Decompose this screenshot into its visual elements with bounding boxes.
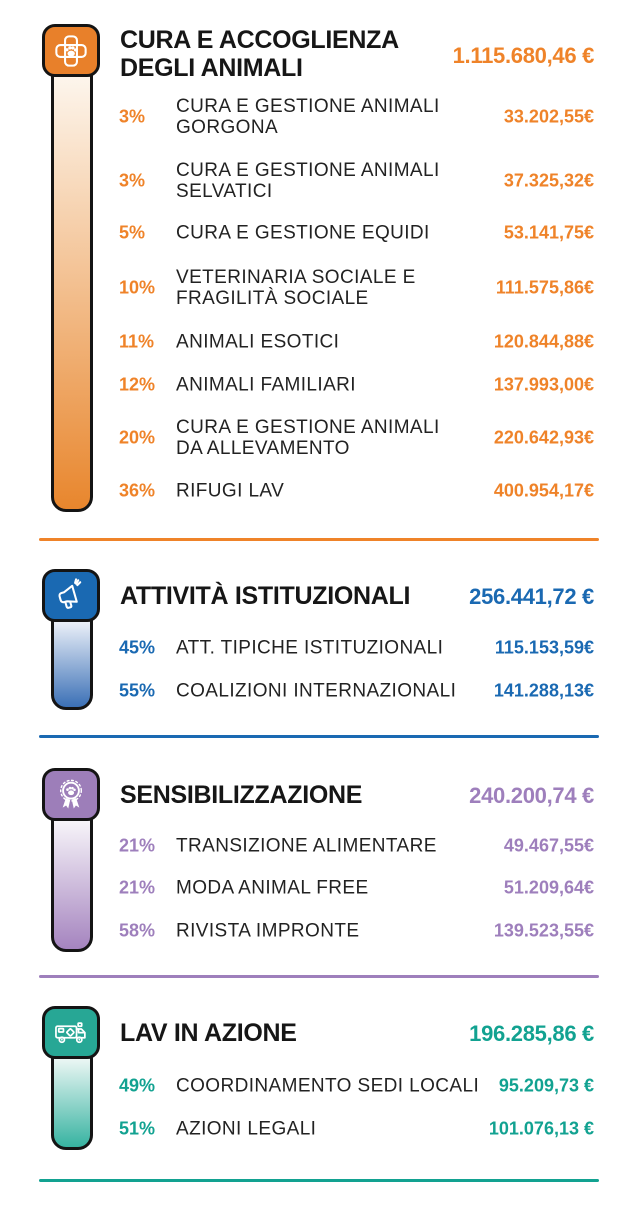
row-label: CURA E GESTIONE ANIMALI GORGONA	[176, 96, 440, 138]
allocation-row: 20% CURA E GESTIONE ANIMALI DA ALLEVAMEN…	[0, 416, 638, 460]
allocation-row: 51% AZIONI LEGALI 101.076,13 €	[0, 1118, 638, 1140]
row-percent: 36%	[119, 480, 156, 501]
section-divider	[39, 1179, 599, 1182]
row-amount: 49.467,55€	[503, 835, 594, 856]
section-divider	[39, 975, 599, 978]
row-percent: 21%	[119, 835, 156, 856]
row-amount: 37.325,32€	[503, 170, 594, 191]
allocation-row: 5% CURA E GESTIONE EQUIDI 53.141,75€	[0, 222, 638, 244]
row-label: RIVISTA IMPRONTE	[176, 920, 360, 942]
allocation-row: 45% ATT. TIPICHE ISTITUZIONALI 115.153,5…	[0, 637, 638, 659]
allocation-row: 21% TRANSIZIONE ALIMENTARE 49.467,55€	[0, 835, 638, 857]
row-percent: 55%	[119, 680, 156, 701]
row-amount: 111.575,86€	[495, 277, 594, 298]
row-percent: 51%	[119, 1118, 156, 1139]
row-amount: 137.993,00€	[493, 374, 594, 395]
row-percent: 58%	[119, 920, 156, 941]
row-amount: 220.642,93€	[493, 427, 594, 448]
row-label: MODA ANIMAL FREE	[176, 877, 369, 899]
award-ribbon-paw-icon	[42, 768, 100, 821]
row-amount: 53.141,75€	[503, 222, 594, 243]
row-amount: 101.076,13 €	[488, 1118, 594, 1139]
section-title: CURA E ACCOGLIENZA DEGLI ANIMALI	[120, 26, 399, 82]
row-percent: 21%	[119, 877, 156, 898]
row-amount: 95.209,73 €	[498, 1075, 594, 1096]
row-amount: 51.209,64€	[503, 877, 594, 898]
allocation-row: 36% RIFUGI LAV 400.954,17€	[0, 480, 638, 502]
section-title: ATTIVITÀ ISTITUZIONALI	[120, 582, 411, 610]
section-total: 196.285,86 €	[469, 1021, 594, 1046]
row-label: ATT. TIPICHE ISTITUZIONALI	[176, 637, 444, 659]
allocation-row: 3% CURA E GESTIONE ANIMALI SELVATICI 37.…	[0, 159, 638, 203]
section-total: 240.200,74 €	[469, 783, 594, 808]
section-divider	[39, 735, 599, 738]
allocation-row: 11% ANIMALI ESOTICI 120.844,88€	[0, 331, 638, 353]
allocation-row: 49% COORDINAMENTO SEDI LOCALI 95.209,73 …	[0, 1075, 638, 1097]
section-total: 256.441,72 €	[469, 584, 594, 609]
row-label: COORDINAMENTO SEDI LOCALI	[176, 1075, 480, 1097]
medical-cross-paw-icon	[42, 24, 100, 77]
row-percent: 11%	[119, 331, 155, 352]
row-amount: 115.153,59€	[494, 637, 594, 658]
allocation-row: 10% VETERINARIA SOCIALE E FRAGILITÀ SOCI…	[0, 266, 638, 310]
row-label: RIFUGI LAV	[176, 480, 285, 502]
row-percent: 5%	[119, 222, 146, 243]
allocation-row: 55% COALIZIONI INTERNAZIONALI 141.288,13…	[0, 680, 638, 702]
row-label: CURA E GESTIONE EQUIDI	[176, 222, 430, 244]
row-percent: 12%	[119, 374, 156, 395]
allocation-row: 12% ANIMALI FAMILIARI 137.993,00€	[0, 374, 638, 396]
row-label: ANIMALI FAMILIARI	[176, 374, 356, 396]
gradient-bar	[51, 1054, 93, 1150]
ambulance-icon	[42, 1006, 100, 1059]
row-label: CURA E GESTIONE ANIMALI SELVATICI	[176, 160, 440, 202]
section-divider	[39, 538, 599, 541]
row-label: COALIZIONI INTERNAZIONALI	[176, 680, 457, 702]
allocation-row: 3% CURA E GESTIONE ANIMALI GORGONA 33.20…	[0, 95, 638, 139]
megaphone-icon	[42, 569, 100, 622]
row-percent: 10%	[119, 277, 156, 298]
row-amount: 33.202,55€	[503, 106, 594, 127]
row-percent: 20%	[119, 427, 156, 448]
row-amount: 141.288,13€	[493, 680, 594, 701]
gradient-bar	[51, 72, 93, 512]
row-amount: 120.844,88€	[493, 331, 594, 352]
section-title: LAV IN AZIONE	[120, 1019, 297, 1047]
allocation-row: 21% MODA ANIMAL FREE 51.209,64€	[0, 877, 638, 899]
row-label: TRANSIZIONE ALIMENTARE	[176, 835, 437, 857]
row-label: VETERINARIA SOCIALE E FRAGILITÀ SOCIALE	[176, 267, 416, 309]
row-percent: 45%	[119, 637, 156, 658]
row-amount: 400.954,17€	[493, 480, 594, 501]
row-label: AZIONI LEGALI	[176, 1118, 317, 1140]
row-amount: 139.523,55€	[493, 920, 594, 941]
gradient-bar	[51, 816, 93, 952]
row-percent: 49%	[119, 1075, 156, 1096]
row-percent: 3%	[119, 106, 146, 127]
row-label: ANIMALI ESOTICI	[176, 331, 340, 353]
section-title: SENSIBILIZZAZIONE	[120, 781, 363, 809]
row-percent: 3%	[119, 170, 146, 191]
allocation-row: 58% RIVISTA IMPRONTE 139.523,55€	[0, 920, 638, 942]
row-label: CURA E GESTIONE ANIMALI DA ALLEVAMENTO	[176, 417, 440, 459]
section-total: 1.115.680,46 €	[452, 43, 595, 68]
gradient-bar	[51, 617, 93, 710]
